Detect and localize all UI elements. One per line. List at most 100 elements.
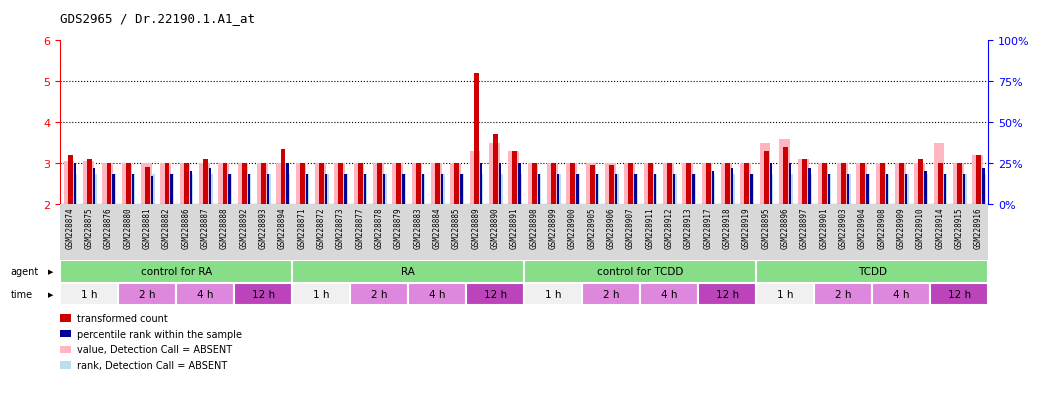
Bar [905,175,907,204]
Bar [315,164,326,204]
Bar [75,175,78,204]
Text: GSM228900: GSM228900 [568,207,577,249]
Bar [513,152,517,204]
Text: GSM228892: GSM228892 [240,207,248,249]
Bar [94,175,97,204]
Bar [257,164,268,204]
Text: GSM228898: GSM228898 [529,207,539,249]
Bar [605,164,616,204]
Bar [319,164,324,204]
Bar [373,164,384,204]
Text: ▶: ▶ [48,291,53,297]
Bar [856,164,867,204]
Text: GSM228879: GSM228879 [394,207,403,249]
Bar [899,164,904,204]
Bar [771,175,773,204]
Bar [872,283,930,306]
Bar [164,164,169,204]
Bar [466,283,524,306]
Text: agent: agent [10,266,38,277]
Bar [141,164,152,204]
Text: 4 h: 4 h [429,289,445,299]
Bar [524,260,756,283]
Bar [663,164,674,204]
Bar [937,164,943,204]
Bar [354,164,364,204]
Text: rank, Detection Call = ABSENT: rank, Detection Call = ABSENT [77,360,227,370]
Bar [118,283,176,306]
Bar [964,175,966,204]
Bar [74,164,76,204]
Bar [924,172,927,204]
Bar [571,164,575,204]
Text: percentile rank within the sample: percentile rank within the sample [77,329,242,339]
Text: 1 h: 1 h [312,289,329,299]
Bar [242,164,247,204]
Text: GSM228895: GSM228895 [761,207,770,249]
Bar [567,164,577,204]
Text: 1 h: 1 h [545,289,562,299]
Bar [520,175,522,204]
Bar [733,175,735,204]
Bar [269,175,271,204]
Bar [597,175,599,204]
Bar [229,175,233,204]
Bar [740,164,750,204]
Bar [384,175,387,204]
Text: 12 h: 12 h [251,289,275,299]
Bar [756,283,814,306]
Bar [973,155,983,204]
Bar [944,175,946,204]
Text: GSM228912: GSM228912 [664,207,674,249]
Bar [702,164,712,204]
Bar [493,135,498,204]
Text: GSM228887: GSM228887 [200,207,210,249]
Bar [222,164,227,204]
Bar [190,172,192,204]
Bar [726,164,730,204]
Bar [211,175,213,204]
Bar [764,152,769,204]
Text: RA: RA [402,266,415,277]
Bar [531,164,537,204]
Bar [288,175,290,204]
Bar [262,164,266,204]
Bar [887,175,890,204]
Bar [667,164,672,204]
Bar [338,164,344,204]
Bar [686,164,691,204]
Bar [919,159,924,204]
Bar [802,159,808,204]
Bar [885,175,887,204]
Bar [876,164,886,204]
Text: time: time [10,289,32,299]
Bar [596,175,598,204]
Bar [191,175,193,204]
Text: GDS2965 / Dr.22190.1.A1_at: GDS2965 / Dr.22190.1.A1_at [60,12,255,25]
Text: control for TCDD: control for TCDD [597,266,683,277]
Bar [822,164,826,204]
Bar [818,164,828,204]
Bar [868,175,870,204]
Text: GSM228876: GSM228876 [104,207,113,249]
Bar [60,260,292,283]
Bar [87,159,92,204]
Text: 12 h: 12 h [948,289,971,299]
Bar [556,175,559,204]
Bar [249,175,251,204]
Bar [624,164,635,204]
Bar [895,164,905,204]
Bar [721,164,732,204]
Text: GSM228880: GSM228880 [124,207,133,249]
Bar [126,164,131,204]
Text: GSM228890: GSM228890 [491,207,499,249]
Bar [404,175,406,204]
Text: GSM228908: GSM228908 [877,207,886,249]
Bar [731,169,733,204]
Text: ▶: ▶ [48,268,53,275]
Bar [778,139,790,204]
Bar [930,283,988,306]
Text: 4 h: 4 h [197,289,214,299]
Bar [276,164,286,204]
Text: GSM228907: GSM228907 [626,207,635,249]
